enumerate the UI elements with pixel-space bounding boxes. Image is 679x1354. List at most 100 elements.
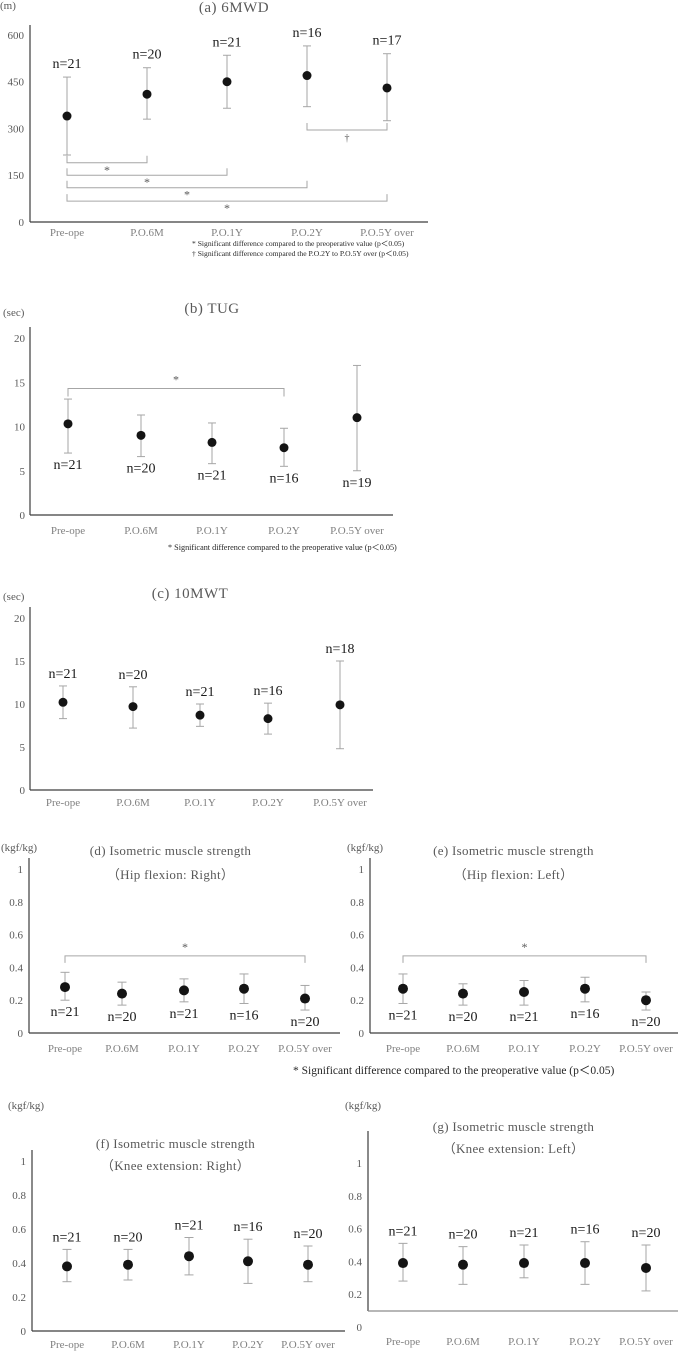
chart-c-title: (c) 10MWT — [151, 586, 229, 602]
data-point — [519, 1258, 529, 1269]
n-label: n=20 — [127, 462, 156, 477]
data-point — [641, 1262, 651, 1273]
y-tick-label: 1 — [359, 864, 365, 876]
bracket-label: * — [522, 940, 528, 954]
n-label: n=20 — [291, 1015, 320, 1030]
category-label: Pre-ope — [50, 227, 84, 239]
y-tick-label: 450 — [8, 77, 25, 89]
y-tick-label: 15 — [14, 656, 26, 668]
chart-d-title: (d) Isometric muscle strength — [89, 843, 252, 858]
y-tick-label: 0.6 — [12, 1224, 26, 1236]
chart-d: 0 0.2 0.4 0.6 0.8 1 Pre-ope P.O.6M P.O.1Y P.O.2Y P… — [9, 858, 340, 1055]
data-point — [128, 702, 138, 712]
n-label: n=19 — [343, 476, 372, 491]
n-label: n=16 — [571, 1223, 600, 1238]
y-tick-label: 0.2 — [348, 1289, 362, 1301]
y-tick-label: 600 — [8, 30, 25, 42]
category-label: Pre-ope — [386, 1043, 420, 1055]
n-label: n=21 — [389, 1008, 418, 1023]
data-point — [243, 1256, 253, 1267]
bracket-label: † — [345, 133, 350, 144]
y-tick-label: 0 — [357, 1322, 363, 1334]
y-tick-label: 0.6 — [348, 1224, 362, 1236]
n-label: n=16 — [230, 1008, 259, 1023]
category-label: P.O.6M — [111, 1339, 145, 1351]
y-tick-label: 0.2 — [12, 1292, 26, 1304]
bracket-label: * — [182, 940, 188, 954]
y-tick-label: 15 — [14, 377, 26, 389]
y-tick-label: 0 — [20, 510, 26, 522]
category-label: P.O.5Y over — [619, 1043, 673, 1055]
data-point — [382, 83, 392, 93]
data-point — [580, 1258, 590, 1269]
category-label: P.O.2Y — [569, 1336, 601, 1348]
y-tick-label: 0 — [19, 217, 25, 229]
chart-b: 0 5 10 15 20 Pre-ope P.O.6M P.O.1Y P.O.2Y P.O.5Y … — [14, 327, 393, 537]
data-point — [62, 1261, 72, 1272]
category-label: Pre-ope — [50, 1339, 84, 1351]
chart-g-title: (g) Isometric muscle strength — [432, 1119, 595, 1134]
data-point — [117, 988, 127, 999]
significance-bracket — [402, 955, 647, 963]
category-label: P.O.2Y — [228, 1043, 260, 1055]
category-label: P.O.1Y — [173, 1339, 205, 1351]
category-label: P.O.1Y — [508, 1336, 540, 1348]
data-point — [58, 697, 68, 707]
significance-bracket — [66, 180, 308, 189]
category-label: P.O.2Y — [232, 1339, 264, 1351]
chart-e-subtitle: （Hip flexion: Left） — [453, 867, 574, 882]
data-point — [398, 983, 408, 994]
data-point — [60, 982, 70, 993]
data-point — [136, 430, 146, 440]
y-tick-label: 0.8 — [12, 1190, 26, 1202]
data-point — [580, 983, 590, 994]
chart-b-unit-label: (sec) — [3, 307, 25, 319]
chart-f-subtitle: （Knee extension: Right） — [100, 1158, 251, 1173]
chart-g: 0 0.2 0.4 0.6 0.8 1 Pre-ope P.O.6M P.O.1Y P.O.2Y P… — [348, 1131, 678, 1348]
n-label: n=20 — [449, 1010, 478, 1025]
n-label: n=20 — [114, 1230, 143, 1245]
n-label: n=16 — [254, 684, 283, 699]
data-point — [458, 988, 468, 999]
y-tick-label: 20 — [14, 613, 26, 625]
y-tick-label: 0.6 — [9, 930, 23, 942]
n-label: n=16 — [571, 1007, 600, 1022]
chart-a-footnote-1: * Significant difference compared to the… — [192, 239, 405, 248]
y-tick-label: 0.8 — [350, 897, 364, 909]
category-label: P.O.5Y over — [619, 1336, 673, 1348]
n-label: n=20 — [632, 1015, 661, 1030]
chart-g-subtitle: （Knee extension: Left） — [442, 1141, 585, 1156]
category-label: P.O.6M — [116, 797, 150, 809]
significance-bracket — [66, 194, 388, 202]
bracket-label: * — [184, 188, 190, 202]
n-label: n=20 — [119, 668, 148, 683]
data-point — [62, 111, 72, 121]
data-point — [142, 89, 152, 99]
n-label: n=20 — [294, 1227, 323, 1242]
category-label: P.O.2Y — [569, 1043, 601, 1055]
y-tick-label: 0 — [20, 785, 26, 797]
significance-bracket — [66, 155, 148, 164]
significance-bracket — [306, 123, 388, 131]
y-tick-label: 0 — [359, 1028, 365, 1040]
data-point — [279, 443, 289, 453]
n-label: n=21 — [53, 57, 82, 72]
y-tick-label: 0.8 — [348, 1191, 362, 1203]
bracket-label: * — [173, 372, 179, 386]
category-label: P.O.5Y over — [281, 1339, 335, 1351]
y-tick-label: 1 — [18, 864, 24, 876]
n-label: n=16 — [234, 1220, 263, 1235]
data-point — [63, 419, 73, 429]
chart-e-title: (e) Isometric muscle strength — [433, 843, 594, 858]
y-tick-label: 0 — [21, 1326, 27, 1338]
category-label: P.O.6M — [124, 525, 158, 537]
y-tick-label: 0.2 — [9, 995, 23, 1007]
n-label: n=16 — [270, 471, 299, 486]
chart-b-footnote: * Significant difference compared to the… — [168, 543, 397, 552]
bracket-label: * — [144, 175, 150, 189]
data-point — [263, 714, 273, 724]
y-tick-label: 0.4 — [9, 962, 23, 974]
category-label: P.O.5Y over — [330, 525, 384, 537]
